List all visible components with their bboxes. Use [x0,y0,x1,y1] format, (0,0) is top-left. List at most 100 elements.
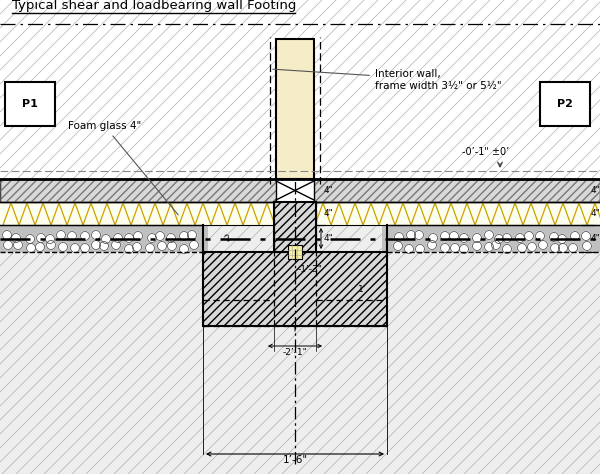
Circle shape [539,240,548,249]
Circle shape [146,244,155,253]
Circle shape [517,244,527,253]
Circle shape [179,245,188,254]
Circle shape [100,241,109,250]
Polygon shape [274,202,316,252]
Text: 4": 4" [324,186,334,195]
Circle shape [551,244,560,253]
Polygon shape [203,252,387,326]
Circle shape [473,241,482,250]
Circle shape [571,231,580,240]
Circle shape [2,230,11,239]
Text: 1’: 1’ [358,284,367,293]
Circle shape [37,234,46,243]
Circle shape [190,240,199,249]
Circle shape [449,231,458,240]
Circle shape [155,231,164,240]
Bar [276,179,314,202]
Bar [0,225,208,252]
Circle shape [503,245,511,254]
Circle shape [494,235,503,244]
Text: Typical shear and loadbearing wall Footing: Typical shear and loadbearing wall Footi… [12,0,296,12]
Text: 4": 4" [591,209,600,218]
Circle shape [460,245,469,254]
Circle shape [527,243,536,252]
Circle shape [46,235,55,244]
Bar [0,179,600,202]
Circle shape [395,233,404,241]
Circle shape [101,235,110,244]
Bar [316,202,600,225]
Circle shape [485,243,493,252]
Circle shape [71,244,79,253]
Text: -1’-3": -1’-3" [298,265,323,274]
Circle shape [557,235,566,244]
Circle shape [113,234,122,243]
Circle shape [11,234,20,243]
Circle shape [404,245,413,254]
Bar [0,202,274,225]
Circle shape [440,244,449,253]
Circle shape [167,241,176,250]
Circle shape [515,234,524,243]
Circle shape [473,234,482,243]
Circle shape [35,243,44,252]
Circle shape [67,231,77,240]
Text: -0’-1" ±0’: -0’-1" ±0’ [462,147,509,157]
Circle shape [407,230,415,239]
Bar [0,179,600,202]
Circle shape [569,244,577,253]
Circle shape [125,245,133,254]
Circle shape [415,230,424,239]
Circle shape [167,234,176,243]
Circle shape [460,234,469,243]
Circle shape [559,244,568,253]
Circle shape [14,240,23,249]
Circle shape [80,231,89,240]
Circle shape [394,241,403,250]
Circle shape [427,240,437,249]
Text: P2: P2 [557,99,573,109]
Text: P1: P1 [22,99,38,109]
Circle shape [491,240,500,249]
Circle shape [47,240,56,249]
Circle shape [80,244,89,253]
Circle shape [485,230,493,239]
Text: 4": 4" [324,234,334,243]
Circle shape [503,234,511,243]
Circle shape [133,243,142,252]
Bar [382,225,600,252]
Text: 2: 2 [223,233,233,244]
Circle shape [550,233,559,241]
Circle shape [428,234,437,243]
Circle shape [112,240,121,249]
Circle shape [415,245,425,254]
Text: 4": 4" [324,209,334,218]
Text: 1’-6": 1’-6" [283,455,308,465]
Text: 4": 4" [591,186,600,195]
Circle shape [56,230,65,239]
Circle shape [59,243,67,252]
Circle shape [133,231,143,240]
Circle shape [440,231,449,240]
Circle shape [157,241,167,250]
Circle shape [524,231,533,240]
Bar [276,39,314,179]
Text: 4": 4" [591,234,600,243]
Circle shape [187,230,197,239]
Circle shape [536,231,545,240]
Circle shape [91,240,101,249]
Circle shape [26,244,35,253]
Circle shape [4,240,13,249]
Circle shape [179,231,188,240]
Text: -2’-1": -2’-1" [283,348,307,357]
Circle shape [451,244,460,253]
Circle shape [91,230,101,239]
Circle shape [148,234,157,243]
Text: Interior wall,
frame width 3½" or 5½": Interior wall, frame width 3½" or 5½" [273,69,502,91]
Circle shape [581,231,590,240]
Bar [288,245,302,259]
Circle shape [125,234,133,243]
Circle shape [583,241,592,250]
Text: Foam glass 4": Foam glass 4" [68,121,178,215]
Circle shape [25,235,35,244]
